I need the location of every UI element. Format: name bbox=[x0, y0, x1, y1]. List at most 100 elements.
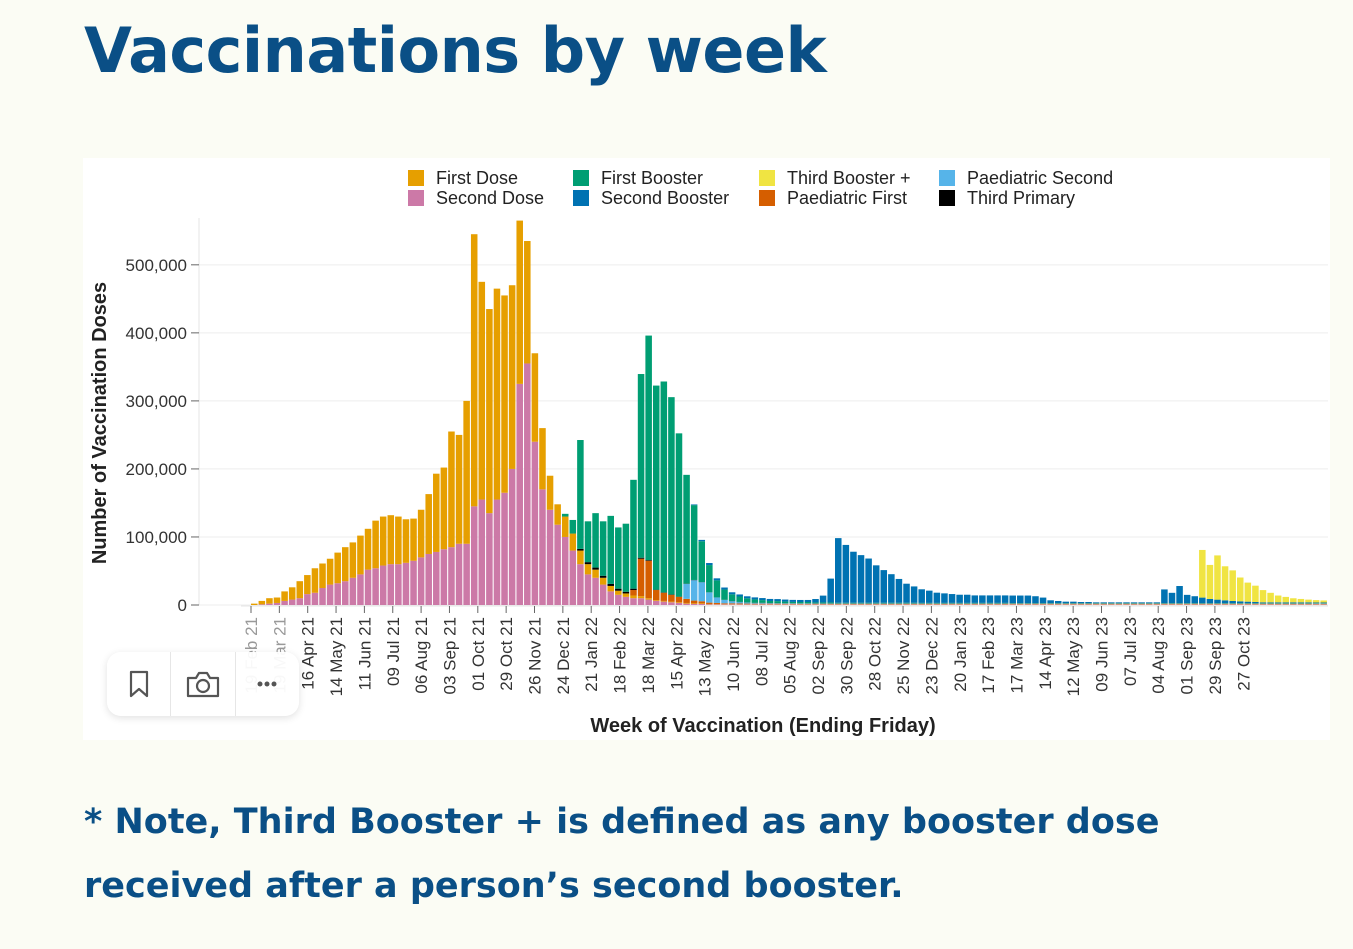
bar-second-dose-114 bbox=[1115, 604, 1123, 605]
bar-paediatric-second-58 bbox=[690, 580, 698, 601]
bar-second-booster-114 bbox=[1115, 602, 1123, 604]
bar-second-dose-138 bbox=[1297, 604, 1305, 605]
legend-label-0: First Dose bbox=[436, 168, 518, 188]
more-button[interactable] bbox=[236, 652, 299, 716]
bar-second-dose-136 bbox=[1282, 604, 1290, 605]
x-tick-label-6: 06 Aug 21 bbox=[412, 617, 431, 694]
bar-second-booster-111 bbox=[1092, 602, 1100, 604]
bar-second-booster-76 bbox=[827, 578, 834, 603]
bar-second-dose-37 bbox=[531, 441, 539, 605]
bar-second-booster-61 bbox=[713, 578, 721, 581]
bar-second-dose-38 bbox=[539, 489, 546, 605]
bar-second-dose-77 bbox=[835, 604, 842, 605]
legend-swatch-1 bbox=[408, 190, 424, 206]
bar-paediatric-first-51 bbox=[637, 558, 645, 597]
bar-third-primary-49 bbox=[622, 591, 630, 594]
bar-first-booster-79 bbox=[850, 602, 857, 604]
y-tick-label-2: 200,000 bbox=[126, 460, 187, 479]
bar-second-dose-99 bbox=[1001, 604, 1009, 605]
bar-paediatric-first-52 bbox=[645, 560, 652, 599]
bar-first-dose-26 bbox=[448, 431, 455, 548]
bar-second-booster-119 bbox=[1153, 602, 1161, 604]
bar-first-booster-90 bbox=[933, 602, 941, 604]
x-tick-label-8: 01 Oct 21 bbox=[469, 617, 488, 691]
bar-second-booster-81 bbox=[865, 558, 872, 603]
bar-second-booster-63 bbox=[728, 592, 736, 595]
bar-first-dose-14 bbox=[357, 535, 364, 575]
bar-first-dose-28 bbox=[463, 400, 470, 544]
bar-third-booster--140 bbox=[1312, 600, 1320, 603]
bar-first-booster-71 bbox=[789, 601, 797, 604]
x-tick-label-34: 29 Sep 23 bbox=[1206, 617, 1225, 695]
bookmark-button[interactable] bbox=[107, 652, 172, 716]
bar-first-dose-34 bbox=[508, 285, 516, 469]
bar-second-dose-95 bbox=[971, 604, 979, 605]
bar-second-dose-101 bbox=[1017, 604, 1024, 605]
bar-second-booster-105 bbox=[1047, 600, 1054, 604]
x-tick-label-3: 14 May 21 bbox=[327, 617, 346, 696]
bar-second-dose-69 bbox=[774, 604, 781, 605]
bar-first-dose-42 bbox=[569, 533, 577, 551]
bar-second-booster-122 bbox=[1176, 586, 1183, 604]
bar-first-booster-64 bbox=[736, 596, 743, 602]
bar-second-booster-121 bbox=[1168, 592, 1176, 604]
bar-second-booster-97 bbox=[986, 595, 994, 603]
bar-second-dose-34 bbox=[508, 468, 516, 605]
bar-first-dose-38 bbox=[539, 428, 546, 490]
bar-first-booster-94 bbox=[963, 602, 971, 604]
bar-second-booster-133 bbox=[1259, 602, 1267, 604]
bar-second-dose-141 bbox=[1320, 604, 1327, 605]
screenshot-button[interactable] bbox=[171, 652, 236, 716]
page-title: Vaccinations by week bbox=[84, 14, 827, 87]
bar-second-booster-124 bbox=[1191, 596, 1199, 604]
bar-second-dose-21 bbox=[410, 560, 417, 605]
bar-second-booster-137 bbox=[1290, 602, 1297, 604]
bar-second-booster-101 bbox=[1017, 595, 1024, 604]
legend-label-2: First Booster bbox=[601, 168, 703, 188]
bar-second-booster-135 bbox=[1274, 602, 1282, 604]
bar-second-dose-104 bbox=[1039, 604, 1047, 605]
bar-paediatric-second-67 bbox=[759, 602, 766, 604]
bar-second-booster-66 bbox=[751, 597, 759, 600]
bar-third-primary-52 bbox=[645, 560, 652, 561]
bar-paediatric-second-63 bbox=[728, 601, 736, 604]
x-tick-label-13: 18 Feb 22 bbox=[611, 617, 630, 694]
bar-second-dose-105 bbox=[1047, 604, 1054, 605]
bar-second-dose-52 bbox=[645, 599, 652, 605]
bar-second-dose-2 bbox=[266, 603, 273, 605]
bar-second-booster-99 bbox=[1001, 595, 1009, 603]
bar-second-booster-130 bbox=[1236, 601, 1244, 604]
bar-second-booster-91 bbox=[941, 593, 948, 603]
bar-first-booster-99 bbox=[1001, 602, 1009, 604]
bar-first-booster-70 bbox=[781, 601, 789, 604]
bar-second-dose-54 bbox=[660, 601, 668, 605]
bar-second-dose-135 bbox=[1274, 604, 1282, 605]
bar-second-dose-58 bbox=[690, 603, 698, 605]
bar-second-booster-71 bbox=[789, 599, 797, 602]
bar-second-dose-61 bbox=[713, 604, 721, 605]
bar-second-dose-22 bbox=[417, 557, 425, 605]
bar-second-dose-132 bbox=[1252, 604, 1259, 605]
bar-paediatric-second-68 bbox=[766, 603, 774, 604]
bar-first-dose-18 bbox=[387, 515, 395, 565]
bar-second-dose-5 bbox=[288, 599, 296, 605]
bar-second-booster-140 bbox=[1312, 602, 1320, 604]
bar-second-dose-16 bbox=[372, 568, 379, 605]
x-tick-label-25: 20 Jan 23 bbox=[951, 617, 970, 692]
bar-third-primary-45 bbox=[592, 567, 599, 570]
bar-third-booster--141 bbox=[1320, 600, 1327, 603]
bar-second-dose-56 bbox=[675, 602, 683, 605]
bar-second-booster-139 bbox=[1305, 602, 1312, 604]
bar-first-dose-15 bbox=[364, 528, 372, 570]
bar-third-primary-47 bbox=[607, 583, 614, 586]
bar-second-dose-119 bbox=[1153, 604, 1161, 605]
bar-second-booster-77 bbox=[835, 538, 842, 603]
bar-paediatric-first-61 bbox=[713, 602, 721, 604]
bar-first-booster-91 bbox=[941, 602, 948, 604]
bar-second-dose-25 bbox=[440, 549, 448, 605]
bar-second-booster-59 bbox=[698, 539, 706, 542]
bar-first-booster-80 bbox=[857, 602, 865, 604]
bar-first-booster-53 bbox=[652, 385, 660, 590]
bar-first-dose-22 bbox=[417, 509, 425, 558]
bar-second-dose-8 bbox=[311, 592, 319, 605]
